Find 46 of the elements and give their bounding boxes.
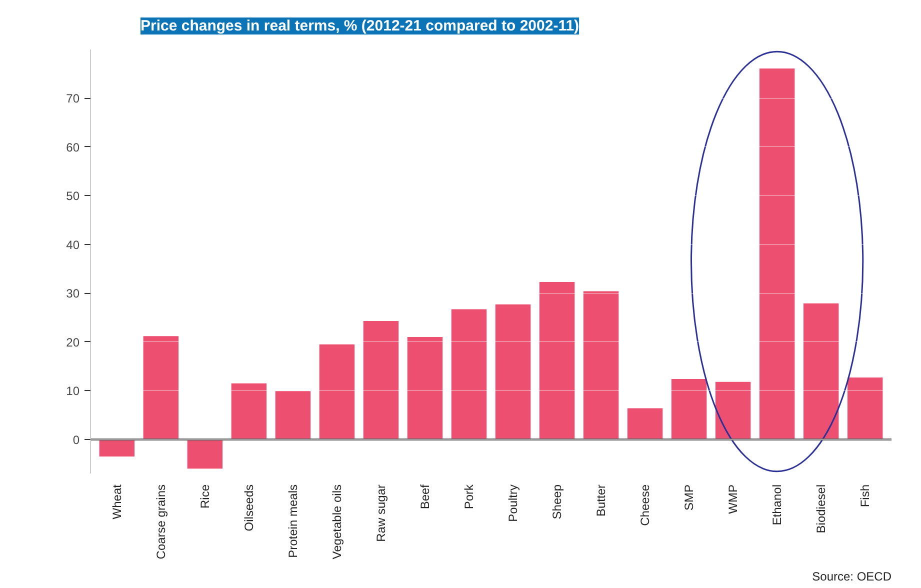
bar <box>847 377 883 440</box>
y-tick-label: 70 <box>66 92 80 106</box>
bar <box>143 336 179 440</box>
x-tick-label: Butter <box>594 484 608 517</box>
bar <box>583 291 619 440</box>
y-tick-label: 10 <box>66 384 80 398</box>
bar <box>495 304 531 440</box>
bar <box>275 391 311 440</box>
bar <box>627 408 663 440</box>
x-tick-label: Vegetable oils <box>330 484 344 560</box>
bar <box>363 320 399 440</box>
bar <box>671 378 707 440</box>
x-tick-label: Fish <box>858 484 872 508</box>
bar <box>319 344 355 440</box>
bar <box>451 309 487 440</box>
x-tick-label: Coarse grains <box>154 484 168 560</box>
y-tick-label: 60 <box>66 140 80 154</box>
source-note: Source: OECD <box>812 570 892 584</box>
x-tick-label: Wheat <box>110 484 124 520</box>
bar <box>539 282 575 440</box>
x-tick-label: Ethanol <box>770 484 784 526</box>
x-tick-label: Cheese <box>638 484 652 526</box>
y-tick-label: 40 <box>66 238 80 252</box>
y-tick-label: 50 <box>66 189 80 204</box>
bar <box>187 439 223 469</box>
bar <box>231 383 267 440</box>
bar <box>99 439 135 456</box>
bar <box>407 337 443 440</box>
y-tick-label: 30 <box>66 286 80 301</box>
x-tick-label: Protein meals <box>286 484 300 558</box>
x-tick-label: Raw sugar <box>374 484 388 542</box>
y-tick-label: 0 <box>72 432 80 447</box>
x-tick-label: Sheep <box>550 484 564 520</box>
bar <box>759 68 795 440</box>
x-tick-label: SMP <box>682 484 696 511</box>
x-tick-label: Rice <box>198 484 212 509</box>
chart-title: Price changes in real terms, % (2012-21 compared to 2002-11) <box>140 18 580 34</box>
x-tick-label: WMP <box>726 484 740 514</box>
bar <box>803 303 839 440</box>
x-tick-label: Biodiesel <box>814 484 828 534</box>
x-tick-label: Oilseeds <box>242 484 256 532</box>
x-tick-label: Poultry <box>506 484 520 522</box>
x-tick-label: Beef <box>418 484 432 510</box>
bar <box>715 382 751 440</box>
x-tick-label: Pork <box>462 484 476 510</box>
y-tick-label: 20 <box>66 335 80 350</box>
